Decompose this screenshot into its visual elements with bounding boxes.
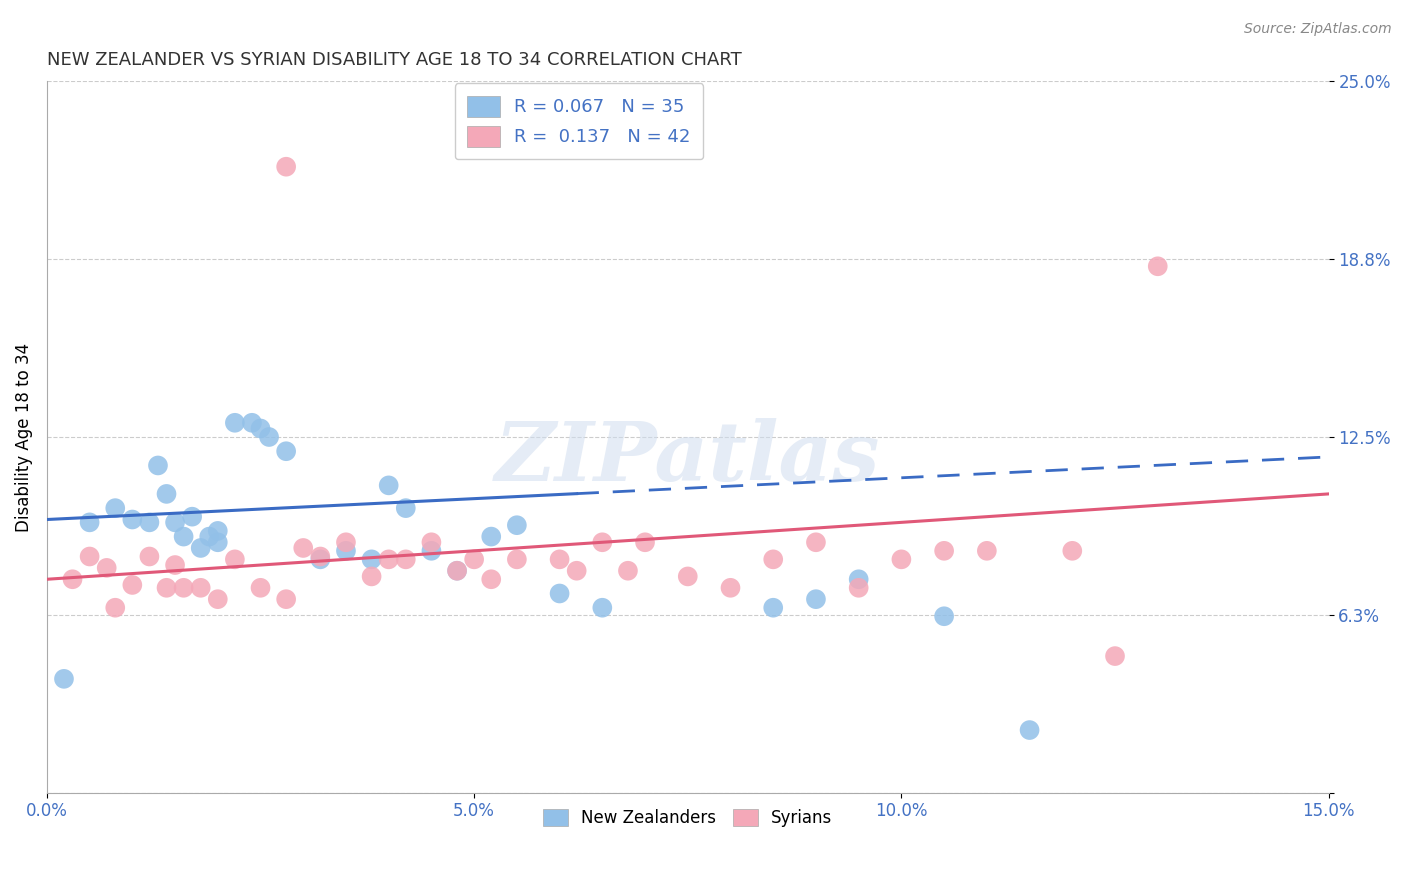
Point: [420, 535, 443, 549]
Point: [1104, 649, 1126, 664]
Point: [257, 430, 280, 444]
Point: [932, 543, 955, 558]
Point: [1146, 260, 1168, 274]
Text: NEW ZEALANDER VS SYRIAN DISABILITY AGE 18 TO 34 CORRELATION CHART: NEW ZEALANDER VS SYRIAN DISABILITY AGE 1…: [46, 51, 741, 69]
Point: [506, 518, 529, 533]
Point: [420, 543, 443, 558]
Point: [309, 552, 332, 566]
Text: ZIPatlas: ZIPatlas: [495, 418, 880, 499]
Point: [479, 530, 502, 544]
Point: [96, 561, 118, 575]
Point: [446, 564, 468, 578]
Point: [276, 160, 298, 174]
Point: [79, 549, 101, 564]
Point: [848, 581, 870, 595]
Point: [121, 512, 143, 526]
Point: [207, 535, 229, 549]
Point: [548, 552, 571, 566]
Point: [446, 564, 468, 578]
Point: [932, 609, 955, 624]
Point: [377, 478, 399, 492]
Point: [292, 541, 315, 555]
Point: [360, 569, 382, 583]
Point: [720, 581, 742, 595]
Point: [479, 572, 502, 586]
Point: [506, 552, 529, 566]
Text: Source: ZipAtlas.com: Source: ZipAtlas.com: [1244, 22, 1392, 37]
Point: [762, 552, 785, 566]
Point: [224, 416, 246, 430]
Point: [1018, 723, 1040, 737]
Point: [240, 416, 263, 430]
Point: [360, 552, 382, 566]
Point: [249, 421, 271, 435]
Y-axis label: Disability Age 18 to 34: Disability Age 18 to 34: [15, 343, 32, 532]
Point: [207, 524, 229, 538]
Point: [617, 564, 640, 578]
Point: [224, 552, 246, 566]
Point: [190, 541, 212, 555]
Point: [104, 501, 127, 516]
Point: [890, 552, 912, 566]
Point: [276, 592, 298, 607]
Point: [591, 600, 613, 615]
Point: [146, 458, 169, 473]
Legend: New Zealanders, Syrians: New Zealanders, Syrians: [536, 803, 839, 834]
Point: [121, 578, 143, 592]
Point: [181, 509, 204, 524]
Point: [155, 581, 177, 595]
Point: [395, 552, 418, 566]
Point: [762, 600, 785, 615]
Point: [676, 569, 699, 583]
Point: [173, 581, 195, 595]
Point: [335, 543, 357, 558]
Point: [565, 564, 588, 578]
Point: [104, 600, 127, 615]
Point: [634, 535, 657, 549]
Point: [79, 516, 101, 530]
Point: [165, 558, 187, 572]
Point: [804, 592, 827, 607]
Point: [591, 535, 613, 549]
Point: [62, 572, 84, 586]
Point: [165, 516, 187, 530]
Point: [173, 530, 195, 544]
Point: [198, 530, 221, 544]
Point: [249, 581, 271, 595]
Point: [804, 535, 827, 549]
Point: [138, 516, 160, 530]
Point: [309, 549, 332, 564]
Point: [395, 501, 418, 516]
Point: [335, 535, 357, 549]
Point: [276, 444, 298, 458]
Point: [848, 572, 870, 586]
Point: [976, 543, 998, 558]
Point: [548, 586, 571, 600]
Point: [190, 581, 212, 595]
Point: [155, 487, 177, 501]
Point: [1062, 543, 1084, 558]
Point: [53, 672, 76, 686]
Point: [463, 552, 485, 566]
Point: [207, 592, 229, 607]
Point: [138, 549, 160, 564]
Point: [377, 552, 399, 566]
